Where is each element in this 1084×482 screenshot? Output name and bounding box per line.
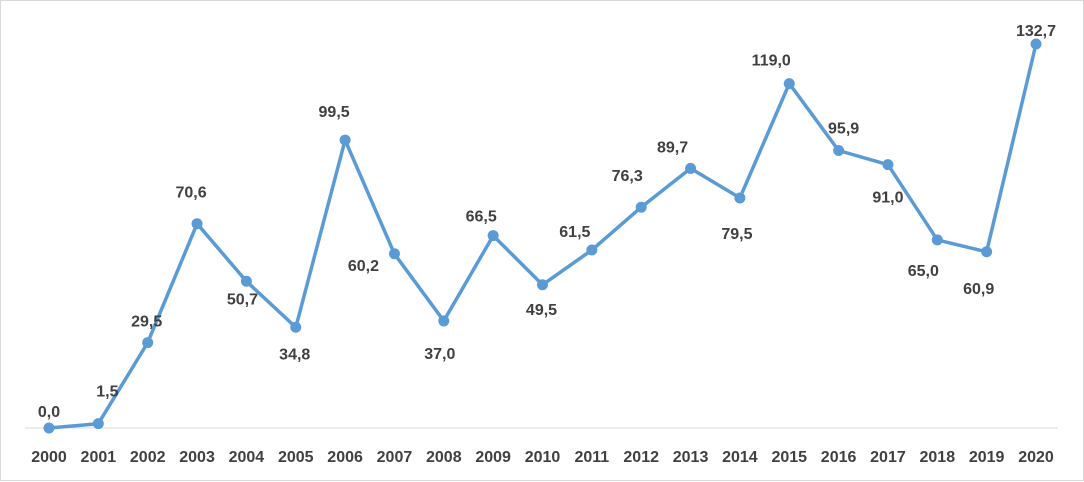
- data-point-2013: [685, 162, 697, 174]
- data-label-2009: 66,5: [466, 209, 497, 226]
- data-point-2009: [487, 230, 499, 242]
- x-tick-label-2013: 2013: [673, 449, 709, 466]
- data-label-2018: 65,0: [908, 263, 939, 280]
- data-label-2015: 119,0: [752, 53, 791, 70]
- data-point-2012: [635, 201, 647, 213]
- x-tick-label-2005: 2005: [278, 449, 314, 466]
- data-label-2019: 60,9: [963, 281, 994, 298]
- data-label-2007: 60,2: [348, 258, 379, 275]
- data-label-2012: 76,3: [612, 168, 643, 185]
- data-label-2008: 37,0: [424, 346, 455, 363]
- data-point-2002: [142, 337, 154, 349]
- data-label-2003: 70,6: [175, 185, 206, 202]
- data-point-2005: [290, 321, 302, 333]
- data-label-2005: 34,8: [279, 346, 310, 363]
- x-tick-label-2000: 2000: [31, 449, 67, 466]
- data-point-2015: [783, 78, 795, 90]
- x-tick-label-2006: 2006: [327, 449, 363, 466]
- data-label-2004: 50,7: [227, 291, 258, 308]
- data-label-2017: 91,0: [872, 190, 903, 207]
- data-label-2013: 89,7: [657, 139, 688, 156]
- x-tick-label-2016: 2016: [821, 449, 857, 466]
- data-label-2006: 99,5: [319, 104, 350, 121]
- data-label-2011: 61,5: [559, 224, 590, 241]
- data-label-2010: 49,5: [526, 302, 557, 319]
- x-tick-label-2018: 2018: [920, 449, 956, 466]
- data-point-2019: [981, 246, 993, 258]
- x-tick-label-2017: 2017: [870, 449, 906, 466]
- data-point-2001: [92, 418, 104, 430]
- data-point-2014: [734, 192, 746, 204]
- data-label-2016: 95,9: [828, 120, 859, 137]
- data-point-2006: [339, 134, 351, 146]
- series-line: [48, 43, 1038, 430]
- data-point-2008: [438, 315, 450, 327]
- data-point-2010: [537, 279, 548, 291]
- data-point-2011: [586, 244, 598, 256]
- x-tick-label-2015: 2015: [771, 449, 807, 466]
- data-point-2020: [1030, 38, 1042, 50]
- x-tick-label-2007: 2007: [377, 449, 413, 466]
- data-point-2003: [191, 218, 203, 230]
- x-tick-label-2012: 2012: [623, 449, 659, 466]
- x-tick-label-2002: 2002: [130, 449, 166, 466]
- x-tick-label-2014: 2014: [722, 449, 758, 466]
- x-tick-label-2009: 2009: [475, 449, 511, 466]
- x-tick-label-2019: 2019: [969, 449, 1005, 466]
- x-tick-label-2011: 2011: [574, 449, 609, 466]
- x-tick-label-2003: 2003: [179, 449, 215, 466]
- data-point-2016: [833, 144, 845, 156]
- data-point-2018: [931, 234, 943, 246]
- data-label-2002: 29,5: [131, 314, 162, 331]
- x-tick-label-2020: 2020: [1018, 449, 1054, 466]
- data-label-2020: 132,7: [1016, 23, 1056, 40]
- x-tick-label-2008: 2008: [426, 449, 462, 466]
- x-tick-label-2001: 2001: [81, 449, 117, 466]
- x-tick-label-2004: 2004: [229, 449, 265, 466]
- data-point-2004: [240, 275, 252, 287]
- data-label-2014: 79,5: [721, 226, 752, 243]
- data-label-2000: 0,0: [38, 404, 60, 421]
- data-point-2017: [882, 159, 894, 171]
- data-point-2007: [388, 248, 400, 260]
- data-label-2001: 1,5: [96, 384, 118, 401]
- data-point-2000: [43, 422, 55, 434]
- x-tick-label-2010: 2010: [525, 449, 561, 466]
